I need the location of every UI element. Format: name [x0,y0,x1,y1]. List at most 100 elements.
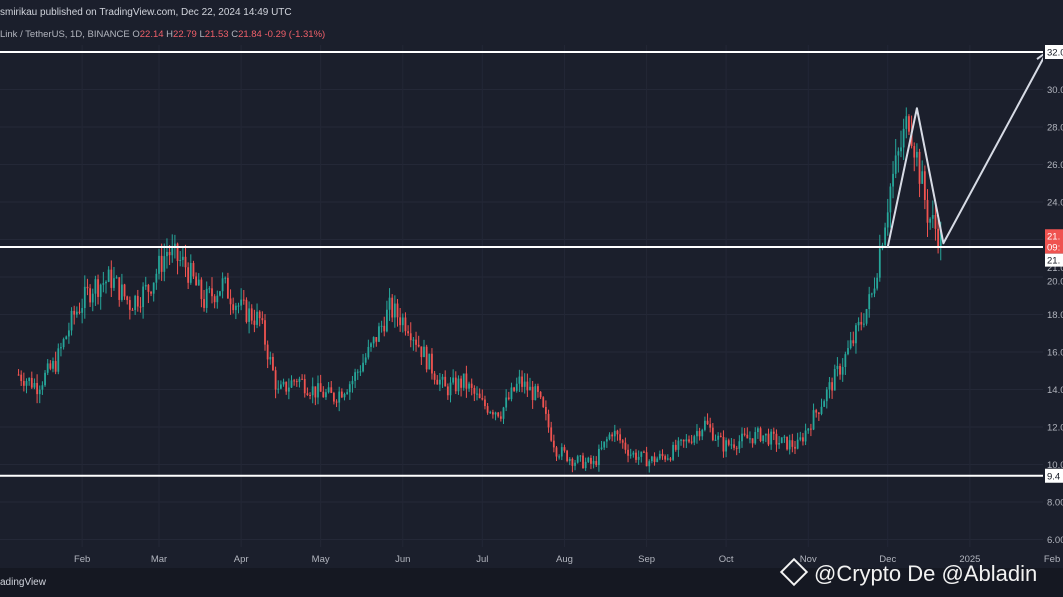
candle-body [886,212,889,228]
projection-arrow[interactable] [886,49,1048,248]
candle-body [242,299,245,301]
candle-body [613,430,616,437]
candle-body [367,346,370,358]
candle-body [582,455,584,469]
candle-body [629,454,632,456]
watermark-text: @Crypto De @Abladin [814,561,1038,586]
candle-body [817,412,820,414]
candle-body [78,311,81,313]
candle-body [404,317,407,332]
candle-body [158,255,160,274]
candle-body [847,348,849,355]
candle-body [83,286,86,309]
candle-body [892,173,894,187]
candle-body [486,406,489,413]
candle-body [359,371,362,373]
candle-body [36,383,38,395]
candle-body [529,386,531,391]
candle-body [661,453,664,457]
candle-body [794,446,796,449]
candle-body [134,295,137,311]
candle-body [224,277,227,279]
candle-body [97,279,99,297]
projection-path[interactable] [886,51,1048,248]
candle-body [388,297,391,310]
candle-body [94,279,97,294]
candle-body [68,330,70,337]
candle-body [234,305,237,311]
candle-body [555,447,558,457]
candle-body [696,431,698,437]
candle-body [306,393,309,395]
candle-body [680,439,682,441]
candle-body [701,429,704,437]
candle-body [727,440,730,445]
candle-body [258,311,261,319]
price-badge[interactable] [1045,253,1063,267]
candle-body [937,228,939,248]
candle-body [905,116,908,129]
candle-body [75,311,78,315]
candle-body [868,294,871,310]
candle-body [478,393,481,399]
candle-body [682,439,685,442]
price-axis[interactable]: 32.0 30.0 28.0 26.0 24.0 21.0 20.0 18.0 16.0 14.0… [1043,45,1063,547]
price-tick-label: 18.0 [1047,310,1063,321]
candle-body [362,362,364,372]
candle-body [208,288,211,290]
candle-body [187,267,190,283]
candle-body [171,247,174,256]
symbol-label[interactable]: Link / TetherUS, 1D, BINANCE [0,29,130,40]
candle-body [301,378,303,380]
candle-body [409,333,412,341]
candle-body [446,386,449,396]
candle-body [415,339,417,345]
candle-body [229,298,232,305]
candle-body [693,436,696,443]
time-tick-label: Dec [879,554,896,565]
candle-body [354,372,356,381]
price-badge[interactable] [1045,229,1063,243]
time-tick-label: Sep [638,554,655,565]
candle-body [608,434,611,440]
candle-body [423,346,425,358]
candle-body [348,384,351,393]
candle-body [227,277,229,299]
candle-body [751,438,754,444]
candle-body [372,337,375,344]
candle-body [563,447,566,451]
candle-body [640,451,643,457]
time-tick-label: Mar [151,554,167,565]
candle-body [759,428,762,442]
candle-body [150,291,152,294]
candle-body [330,387,333,393]
candle-body [285,381,288,392]
candle-body [412,339,415,341]
candle-body [704,420,706,430]
candle-body [592,461,595,464]
candle-body [213,296,216,303]
candle-body [815,410,818,413]
price-badge[interactable] [1045,240,1063,254]
tradingview-brand[interactable]: adingView [0,577,46,588]
candle-body [287,387,290,392]
watermark: @Crypto De @Abladin [779,557,1038,587]
candle-body [317,383,319,398]
candle-body [54,361,57,372]
time-tick-label: May [312,554,330,565]
candle-body [833,369,836,391]
candle-body [38,389,41,395]
candle-body [484,399,486,407]
candle-body [86,286,89,289]
candle-body [22,381,25,386]
open-value: 22.14 [139,29,164,40]
candle-body [764,433,767,436]
time-axis[interactable]: Feb Mar Apr May Jun Jul Aug Sep Oct Nov Dec 2025 Feb [74,554,1060,565]
candle-body [70,310,73,331]
candle-body [152,282,155,294]
candle-body [396,303,399,318]
candle-body [319,383,322,392]
candle-body [685,439,688,442]
horizontal-levels[interactable] [0,51,1043,477]
